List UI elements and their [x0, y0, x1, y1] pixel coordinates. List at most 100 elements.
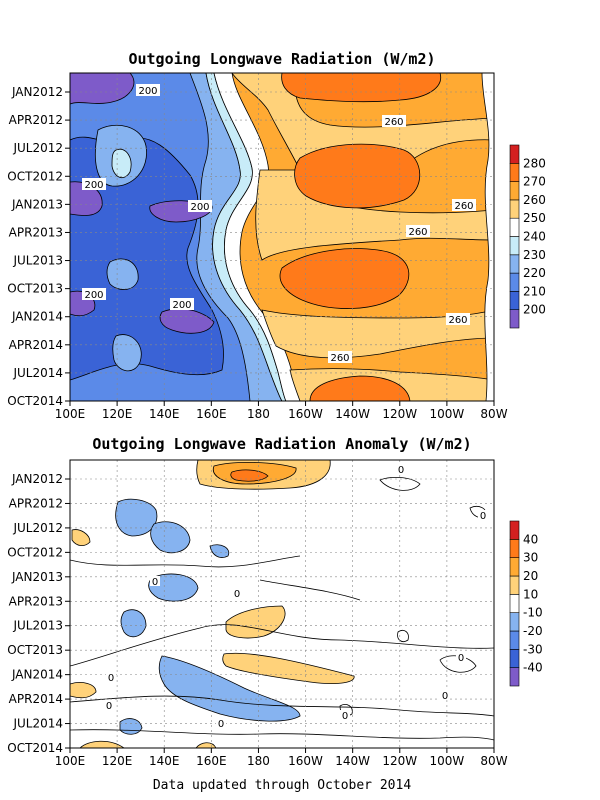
olr-field [70, 73, 494, 401]
colorbar-label: 30 [523, 551, 538, 565]
colorbar-label: 250 [523, 211, 546, 225]
anomaly-panel: Outgoing Longwave Radiation Anomaly (W/m… [7, 435, 542, 768]
anomaly-positive-10-west-b [70, 682, 97, 699]
olr-east-edge [481, 73, 494, 401]
y-tick-label: JUL2013 [12, 254, 63, 268]
x-tick-label: 100W [429, 407, 464, 421]
anomaly-frame [69, 459, 495, 749]
contour-label: 0 [458, 653, 464, 664]
y-tick-label: JUL2012 [12, 141, 63, 155]
x-tick-label: 140E [149, 754, 180, 768]
contour-label: 0 [398, 465, 404, 476]
contour-label: 0 [108, 673, 114, 684]
colorbar-label: 210 [523, 284, 546, 298]
anomaly-title: Outgoing Longwave Radiation Anomaly (W/m… [92, 435, 471, 453]
x-tick-label: 100E [55, 407, 86, 421]
contour-label: 0 [152, 577, 158, 588]
colorbar-swatch [509, 520, 520, 540]
x-tick-label: 180 [247, 407, 270, 421]
colorbar-swatch [509, 630, 520, 650]
contour-label: 260 [384, 117, 403, 128]
olr-orange-270-c [279, 248, 410, 309]
x-tick-label: 160E [196, 407, 227, 421]
colorbar-swatch [509, 309, 520, 329]
colorbar-swatch [509, 291, 520, 310]
colorbar-swatch [509, 594, 520, 613]
x-tick-label: 140E [149, 407, 180, 421]
y-tick-label: APR2014 [9, 692, 63, 706]
contour-label: 0 [480, 511, 486, 522]
colorbar-label: 230 [523, 248, 546, 262]
contour-label: 200 [84, 180, 103, 191]
x-tick-label: 100E [55, 754, 86, 768]
y-tick-label: JUL2013 [12, 619, 63, 633]
olr-orange-270-d [309, 375, 411, 401]
olr-blue-200-e [159, 308, 215, 334]
y-tick-label: JUL2014 [12, 717, 63, 731]
colorbar-label: 260 [523, 193, 546, 207]
anomaly-negative-10-d [120, 609, 147, 638]
y-tick-label: APR2013 [9, 225, 63, 239]
colorbar-label: 220 [523, 266, 546, 280]
anomaly-field [70, 460, 494, 748]
x-tick-label: 80W [480, 407, 507, 421]
colorbar-swatch [509, 163, 520, 182]
contour-label: 260 [454, 201, 473, 212]
olr-frame [69, 72, 495, 402]
y-tick-label: JUL2014 [12, 366, 63, 380]
colorbar-swatch [509, 539, 520, 558]
colorbar-label: 20 [523, 569, 538, 583]
olr-title: Outgoing Longwave Radiation (W/m2) [128, 50, 435, 68]
colorbar-swatch [509, 575, 520, 595]
colorbar-label: -10 [523, 606, 543, 620]
x-tick-label: 180 [247, 754, 270, 768]
anomaly-zero-contours [70, 476, 494, 741]
y-tick-label: JAN2014 [11, 310, 63, 324]
y-tick-label: OCT2013 [7, 282, 63, 296]
olr-orange-260-top [231, 73, 494, 171]
colorbar-label: 10 [523, 587, 538, 601]
olr-orange-270-b [294, 143, 421, 209]
colorbar-swatch [509, 667, 520, 687]
anomaly-positive-10-west-a [71, 529, 91, 546]
olr-lightblue-pocket-c [106, 258, 139, 290]
y-tick-label: OCT2013 [7, 643, 63, 657]
y-tick-label: JAN2013 [11, 570, 63, 584]
x-tick-label: 120E [102, 754, 133, 768]
contour-label: 200 [84, 290, 103, 301]
contour-label: 0 [234, 589, 240, 600]
colorbar-swatch [509, 181, 520, 201]
olr-orange-270-a [281, 73, 442, 103]
colorbar-swatch [509, 557, 520, 577]
colorbar-swatch [509, 144, 520, 164]
y-tick-label: JAN2012 [11, 85, 63, 99]
x-tick-label: 160E [196, 754, 227, 768]
y-tick-label: OCT2014 [7, 741, 63, 755]
contour-label: 200 [172, 300, 191, 311]
anomaly-colorbar: -40 -30 -20 -10 10 20 30 40 [509, 520, 543, 687]
y-tick-label: JAN2012 [11, 472, 63, 486]
contour-label: 200 [138, 86, 157, 97]
anomaly-negative-10-b [150, 521, 191, 554]
x-tick-label: 100W [429, 754, 464, 768]
y-tick-label: JAN2014 [11, 668, 63, 682]
olr-lightblue-pocket-b [111, 148, 132, 179]
anomaly-positive-10-jul2013 [225, 605, 286, 639]
colorbar-swatch [509, 254, 520, 274]
contour-label: 260 [330, 353, 349, 364]
contour-label: 0 [442, 691, 448, 702]
y-tick-label: OCT2014 [7, 394, 63, 408]
olr-y-ticks: JAN2012 APR2012 JUL2012 OCT2012 JAN2013 APR20… [7, 85, 70, 408]
footer-note: Data updated through October 2014 [153, 778, 411, 793]
colorbar-label: 240 [523, 230, 546, 244]
y-tick-label: JUL2012 [12, 521, 63, 535]
olr-lightblue-pocket-d [112, 334, 142, 372]
olr-x-ticks: 100E 120E 140E 160E 180 160W 140W 120W 100W 80W [55, 401, 508, 421]
anomaly-positive-30-jan2012 [230, 469, 269, 482]
x-tick-label: 140W [335, 754, 370, 768]
y-tick-label: APR2014 [9, 338, 63, 352]
y-tick-label: JAN2013 [11, 197, 63, 211]
x-tick-label: 140W [335, 407, 370, 421]
colorbar-swatch [509, 612, 520, 632]
